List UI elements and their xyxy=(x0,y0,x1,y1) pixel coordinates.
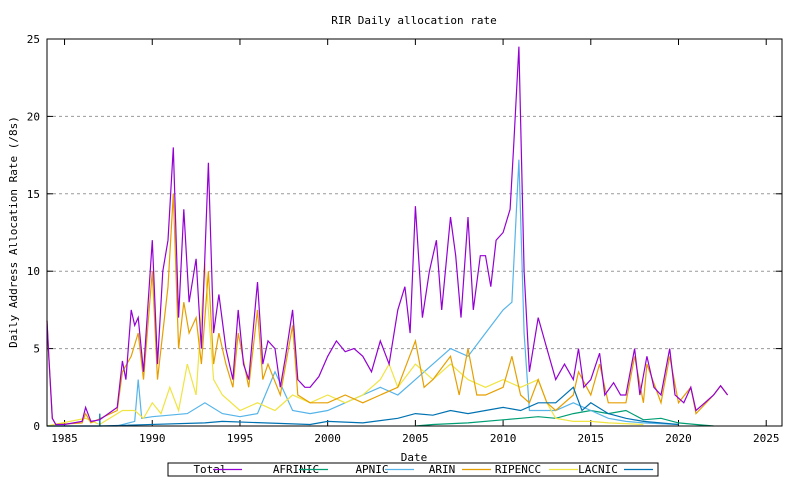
series-line-ripencc xyxy=(46,263,644,427)
y-axis-label: Daily Address Allocation Rate (/8s) xyxy=(7,116,20,348)
legend-label-total: Total xyxy=(193,463,226,476)
plot-frame xyxy=(46,38,783,427)
y-tick-label: 5 xyxy=(33,343,40,356)
series-line-lacnic xyxy=(47,386,679,427)
y-tick-label: 10 xyxy=(27,265,40,278)
legend-label-arin: ARIN xyxy=(429,463,456,476)
legend-label-apnic: APNIC xyxy=(355,463,388,476)
x-tick-label: 2015 xyxy=(578,432,605,445)
x-tick-label: 1985 xyxy=(51,432,78,445)
x-tick-label: 1990 xyxy=(139,432,166,445)
x-tick-label: 2010 xyxy=(490,432,517,445)
legend-box xyxy=(167,462,659,477)
y-tick-label: 15 xyxy=(27,188,40,201)
legend-label-afrinic: AFRINIC xyxy=(273,463,319,476)
x-tick-label: 2000 xyxy=(314,432,341,445)
y-tick-label: 20 xyxy=(27,110,40,123)
series-line-afrinic xyxy=(415,409,714,427)
x-tick-label: 1995 xyxy=(227,432,254,445)
x-tick-label: 2025 xyxy=(753,432,780,445)
series-line-arin xyxy=(46,193,729,426)
y-tick-label: 0 xyxy=(33,420,40,433)
series-line-total xyxy=(46,46,729,426)
x-tick-label: 2020 xyxy=(665,432,692,445)
x-axis-label: Date xyxy=(401,451,428,464)
chart-title: RIR Daily allocation rate xyxy=(331,14,497,27)
y-tick-label: 25 xyxy=(27,33,40,46)
x-tick-label: 2005 xyxy=(402,432,429,445)
legend-label-lacnic: LACNIC xyxy=(578,463,618,476)
legend-label-ripencc: RIPENCC xyxy=(495,463,541,476)
